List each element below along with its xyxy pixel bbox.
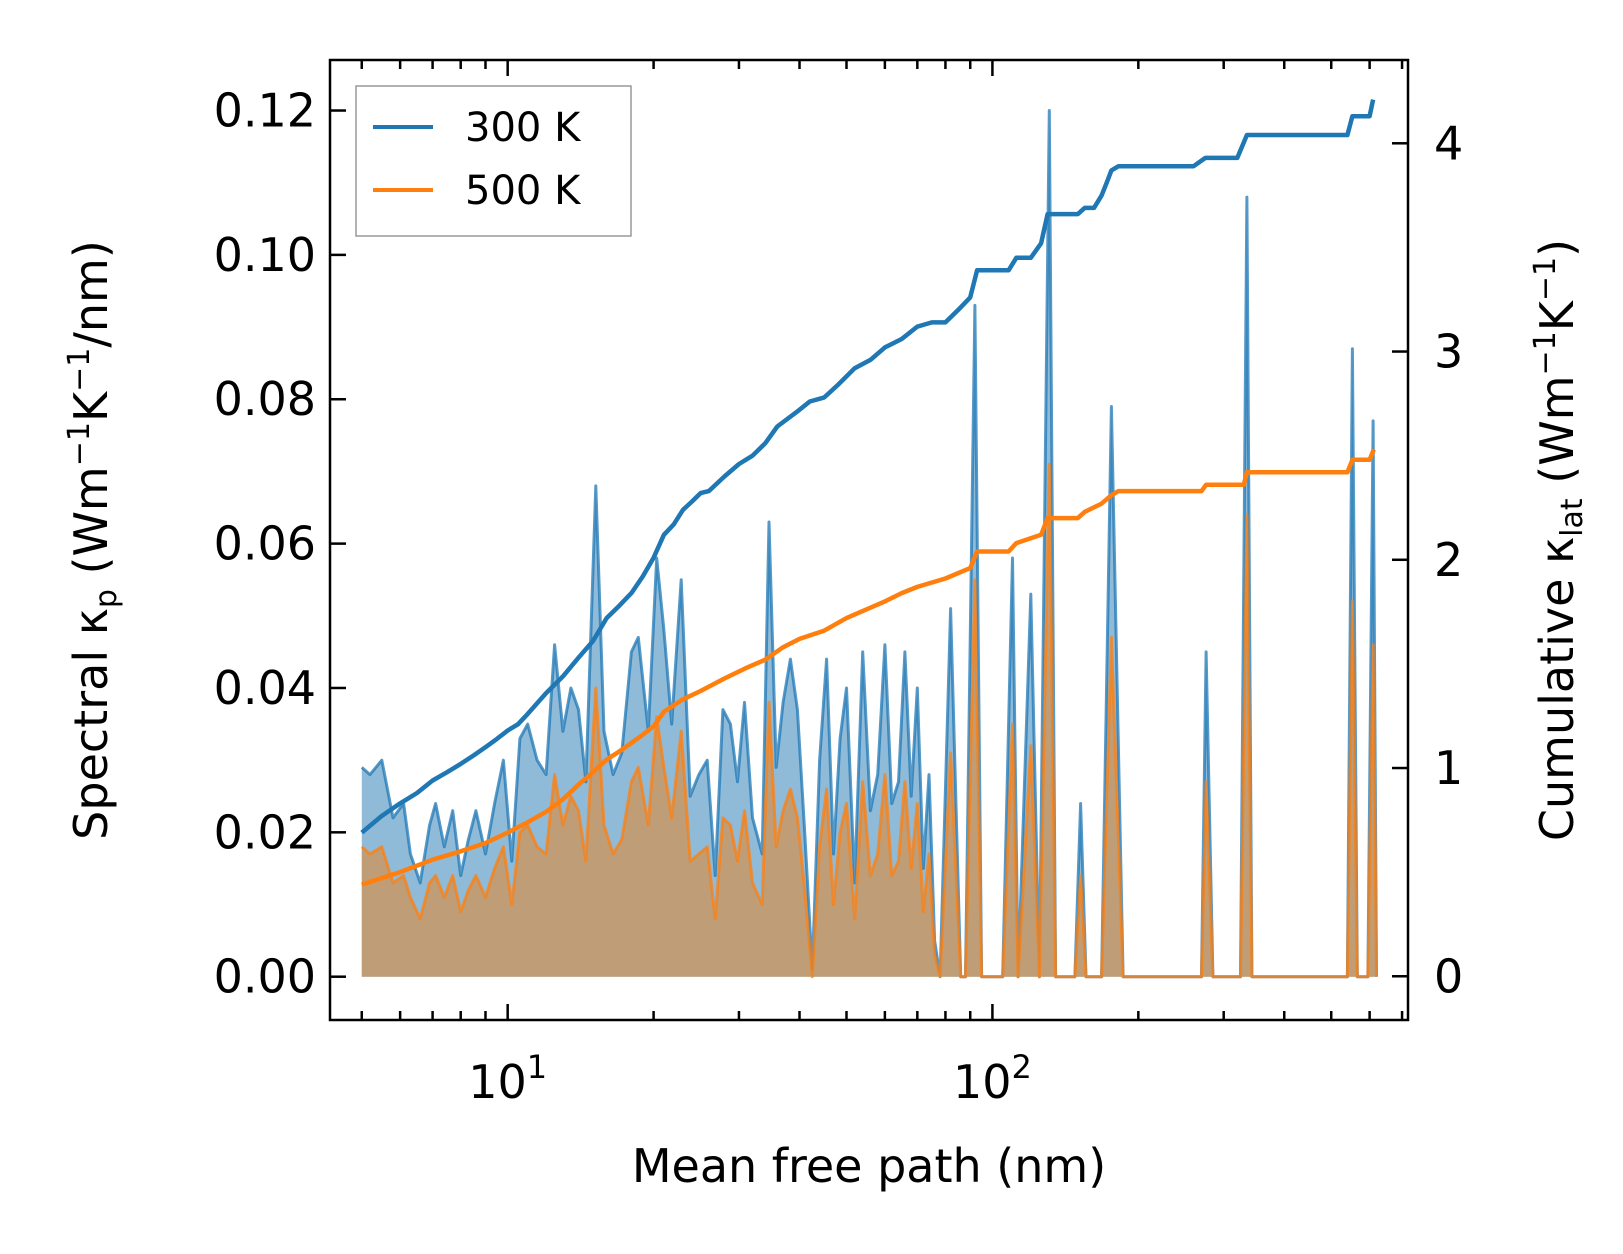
y-left-tick-label: 0.10 — [214, 228, 316, 282]
y-right-tick-label: 0 — [1434, 949, 1463, 1003]
legend: 300 K 500 K — [355, 85, 632, 237]
cumulative-line-500k — [361, 448, 1376, 887]
legend-box — [355, 85, 632, 237]
y-left-tick-label: 0.06 — [214, 517, 316, 571]
y-left-tick-label: 0.12 — [214, 84, 316, 138]
plot-frame — [328, 58, 1410, 1022]
axis-ticks: 0.00 0.02 0.04 0.06 0.08 0.10 0.12 0 1 2 3 4 101 102 — [214, 60, 1463, 1109]
spectral-fills — [360, 109, 1378, 979]
y-left-tick-label: 0.00 — [214, 950, 316, 1004]
y-axis-left-title: Spectral κp (Wm−1K−1/nm) — [62, 240, 124, 840]
y-left-tick-label: 0.04 — [214, 661, 316, 715]
x-axis-title: Mean free path (nm) — [632, 1139, 1106, 1193]
y-axis-right-title: Cumulative κlat (Wm−1K−1) — [1528, 239, 1590, 841]
legend-label-500k: 500 K — [465, 168, 582, 214]
y-right-tick-label: 2 — [1434, 533, 1463, 587]
y-left-tick-label: 0.08 — [214, 372, 316, 426]
y-right-tick-label: 3 — [1434, 325, 1463, 379]
y-right-tick-label: 1 — [1434, 741, 1463, 795]
y-left-tick-label: 0.02 — [214, 805, 316, 859]
legend-label-300k: 300 K — [465, 105, 582, 151]
spectral-line-500k — [360, 462, 1378, 979]
cumulative-line-300k — [360, 99, 1376, 835]
x-tick-label: 101 — [468, 1048, 547, 1109]
cumulative-lines — [360, 99, 1376, 887]
y-right-tick-label: 4 — [1434, 116, 1463, 170]
x-tick-label: 102 — [953, 1048, 1032, 1109]
